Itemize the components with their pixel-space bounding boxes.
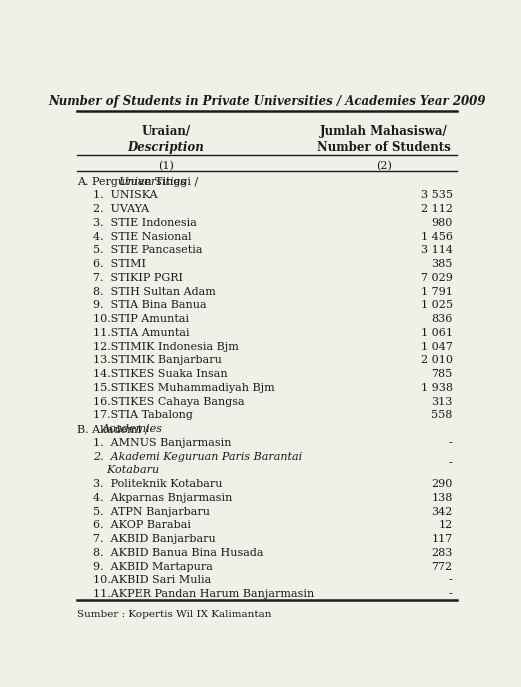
Text: 12: 12	[439, 521, 453, 530]
Text: 16.STIKES Cahaya Bangsa: 16.STIKES Cahaya Bangsa	[93, 396, 245, 407]
Text: 4.  Akparnas Bnjarmasin: 4. Akparnas Bnjarmasin	[93, 493, 233, 503]
Text: 9.  AKBID Martapura: 9. AKBID Martapura	[93, 562, 213, 572]
Text: 2.  Akademi Keguruan Paris Barantai: 2. Akademi Keguruan Paris Barantai	[93, 451, 303, 462]
Text: 283: 283	[431, 548, 453, 558]
Text: Number of Students in Private Universities / Academies Year 2009: Number of Students in Private Universiti…	[48, 95, 486, 108]
Text: Number of Students: Number of Students	[317, 141, 451, 154]
Text: 5.  STIE Pancasetia: 5. STIE Pancasetia	[93, 245, 203, 256]
Text: 1 791: 1 791	[421, 286, 453, 297]
Text: 14.STIKES Suaka Insan: 14.STIKES Suaka Insan	[93, 369, 228, 379]
Text: 117: 117	[431, 534, 453, 544]
Text: -: -	[449, 576, 453, 585]
Text: 290: 290	[431, 480, 453, 489]
Text: Sumber : Kopertis Wil IX Kalimantan: Sumber : Kopertis Wil IX Kalimantan	[77, 610, 272, 619]
Text: Universities: Universities	[119, 177, 187, 187]
Text: 9.  STIA Bina Banua: 9. STIA Bina Banua	[93, 300, 207, 311]
Text: 1.  AMNUS Banjarmasin: 1. AMNUS Banjarmasin	[93, 438, 232, 448]
Text: 10.STIP Amuntai: 10.STIP Amuntai	[93, 314, 190, 324]
Text: (2): (2)	[376, 161, 392, 171]
Text: Jumlah Mahasiswa/: Jumlah Mahasiswa/	[320, 125, 448, 138]
Text: 8.  STIH Sultan Adam: 8. STIH Sultan Adam	[93, 286, 216, 297]
Text: B. Akademi /: B. Akademi /	[77, 424, 152, 434]
Text: 1 047: 1 047	[421, 341, 453, 352]
Text: 15.STIKES Muhammadiyah Bjm: 15.STIKES Muhammadiyah Bjm	[93, 383, 275, 393]
Text: 17.STIA Tabalong: 17.STIA Tabalong	[93, 410, 193, 420]
Text: 7 029: 7 029	[421, 273, 453, 283]
Text: Uraian/: Uraian/	[142, 125, 191, 138]
Text: 5.  ATPN Banjarbaru: 5. ATPN Banjarbaru	[93, 507, 210, 517]
Text: 1 061: 1 061	[421, 328, 453, 338]
Text: 1.  UNISKA: 1. UNISKA	[93, 190, 158, 201]
Text: 313: 313	[431, 396, 453, 407]
Text: 3.  STIE Indonesia: 3. STIE Indonesia	[93, 218, 197, 228]
Text: 10.AKBID Sari Mulia: 10.AKBID Sari Mulia	[93, 576, 212, 585]
Text: 12.STIMIK Indonesia Bjm: 12.STIMIK Indonesia Bjm	[93, 341, 239, 352]
Text: 4.  STIE Nasional: 4. STIE Nasional	[93, 232, 192, 242]
Text: 836: 836	[431, 314, 453, 324]
Text: Academies: Academies	[102, 424, 163, 434]
Text: 785: 785	[431, 369, 453, 379]
Text: 1 938: 1 938	[421, 383, 453, 393]
Text: Kotabaru: Kotabaru	[93, 465, 159, 475]
Text: 558: 558	[431, 410, 453, 420]
Text: 6.  STIMI: 6. STIMI	[93, 259, 146, 269]
Text: 1 456: 1 456	[421, 232, 453, 242]
Text: 3 535: 3 535	[421, 190, 453, 201]
Text: 11.STIA Amuntai: 11.STIA Amuntai	[93, 328, 190, 338]
Text: 138: 138	[431, 493, 453, 503]
Text: 11.AKPER Pandan Harum Banjarmasin: 11.AKPER Pandan Harum Banjarmasin	[93, 589, 315, 599]
Text: 385: 385	[431, 259, 453, 269]
Text: 3 114: 3 114	[421, 245, 453, 256]
Text: 8.  AKBID Banua Bina Husada: 8. AKBID Banua Bina Husada	[93, 548, 264, 558]
Text: 342: 342	[431, 507, 453, 517]
Text: 1 025: 1 025	[421, 300, 453, 311]
Text: 2 010: 2 010	[421, 355, 453, 365]
Text: 13.STIMIK Banjarbaru: 13.STIMIK Banjarbaru	[93, 355, 222, 365]
Text: (1): (1)	[158, 161, 174, 171]
Text: 7.  STIKIP PGRI: 7. STIKIP PGRI	[93, 273, 183, 283]
Text: -: -	[449, 589, 453, 599]
Text: 3.  Politeknik Kotabaru: 3. Politeknik Kotabaru	[93, 480, 223, 489]
Text: 7.  AKBID Banjarbaru: 7. AKBID Banjarbaru	[93, 534, 216, 544]
Text: 772: 772	[431, 562, 453, 572]
Text: 6.  AKOP Barabai: 6. AKOP Barabai	[93, 521, 191, 530]
Text: -: -	[449, 458, 453, 469]
Text: -: -	[449, 438, 453, 448]
Text: 980: 980	[431, 218, 453, 228]
Text: A. Perguruan Tinggi /: A. Perguruan Tinggi /	[77, 177, 202, 187]
Text: Description: Description	[128, 141, 204, 154]
Text: 2.  UVAYA: 2. UVAYA	[93, 204, 150, 214]
Text: 2 112: 2 112	[421, 204, 453, 214]
